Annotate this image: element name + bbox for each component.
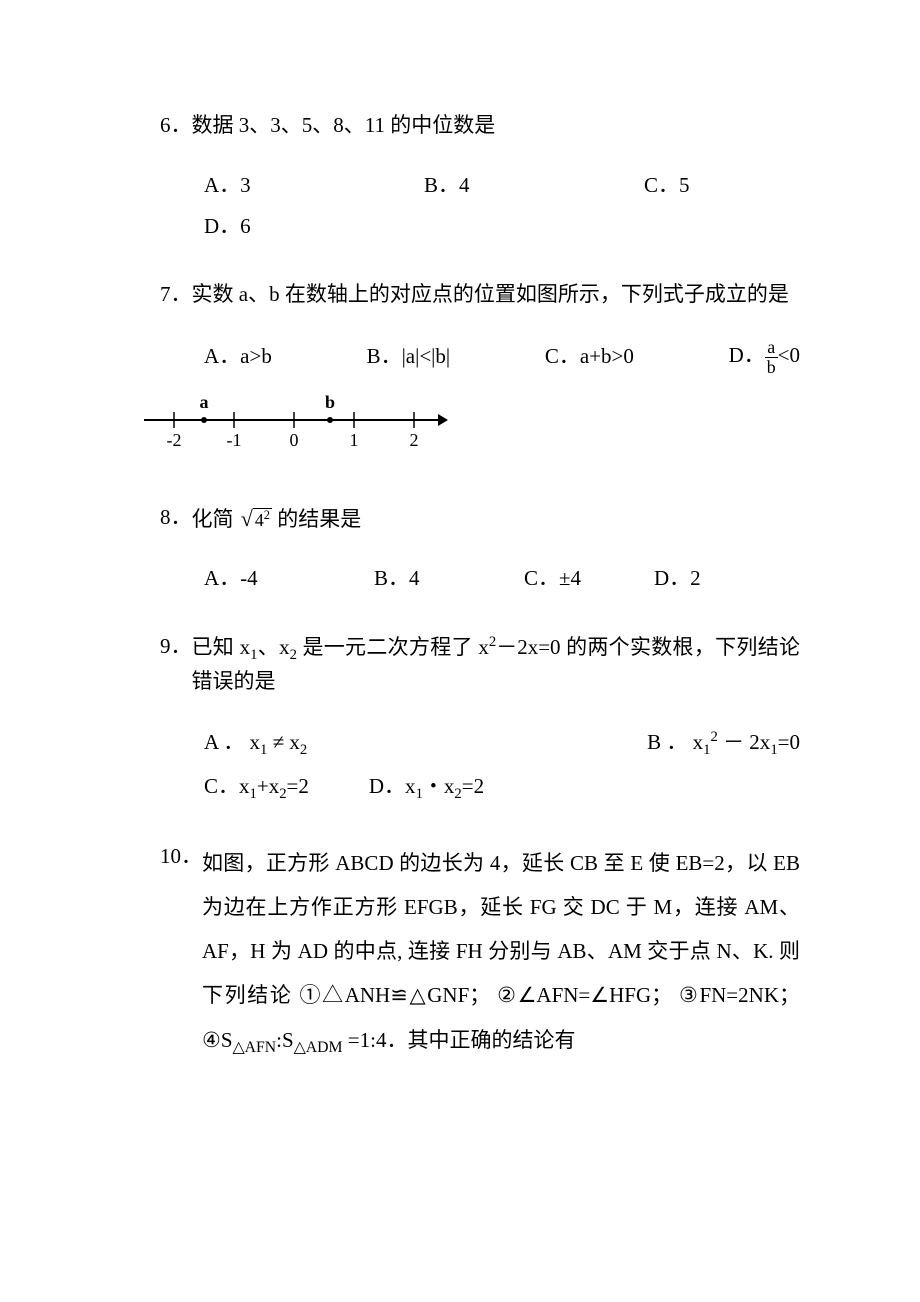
q8-radicand: 42 [253,508,272,530]
q8-opt-c: C．±4 [524,563,654,595]
q7-opt-b: B．|a|<|b| [367,341,451,373]
q9d-mid: ・x [423,774,455,798]
q8-stem: 化简 42 的结果是 [192,502,801,536]
q7-stem-row: 7． 实数 a、b 在数轴上的对应点的位置如图所示，下列式子成立的是 [160,279,800,311]
q7-opt-d-den: b [765,358,778,377]
question-9: 9． 已知 x1、x2 是一元二次方程了 x2－2x=0 的两个实数根，下列结论… [160,631,800,805]
q7-number: 7． [160,279,192,311]
q10-body-main: 如图，正方形 ABCD 的边长为 4，延长 CB 至 E 使 EB=2，以 EB… [202,851,800,1051]
q8-radicand-exp: 2 [264,508,270,522]
q9-p2: 、x [257,635,289,659]
q9c-sub2: 2 [279,786,286,802]
q8-radicand-base: 4 [255,510,264,530]
q10-sub-afn: △AFN [233,1039,277,1056]
numberline-svg: -2 -1 0 1 2 a b [138,390,458,456]
question-8: 8． 化简 42 的结果是 A．-4 B．4 C．±4 D．2 [160,502,800,595]
q6-options: A．3 B．4 C．5 D．6 [160,170,800,243]
q10-number: 10． [160,841,202,873]
exam-page: 6． 数据 3、3、5、8、11 的中位数是 A．3 B．4 C．5 D．6 7… [0,0,920,1160]
q9c-post: =2 [287,774,309,798]
q9-p3: 是一元二次方程了 x [297,635,489,659]
q8-stem-suffix: 的结果是 [272,507,361,531]
svg-text:b: b [325,392,335,412]
svg-text:1: 1 [350,430,359,450]
q7-opt-d-num: a [765,338,778,358]
q10-sub-adm: △ADM [294,1039,343,1056]
q10-stem: 如图，正方形 ABCD 的边长为 4，延长 CB 至 E 使 EB=2，以 EB… [202,841,800,1064]
q9c-sub: 1 [250,786,257,802]
q9a-sub2: 2 [300,742,307,758]
q9b-pre: B ． x [647,730,703,754]
q9-opt-c: C．x1+x2=2 [204,771,309,805]
q6-number: 6． [160,110,192,142]
q9-opt-b: B ． x12 － 2x1=0 [647,726,800,761]
q7-opt-d-suffix: <0 [778,343,800,367]
q9a-mid: ≠ x [267,730,300,754]
q10-mid: :S [276,1028,294,1052]
question-7: 7． 实数 a、b 在数轴上的对应点的位置如图所示，下列式子成立的是 A．a>b… [160,279,800,466]
q8-options: A．-4 B．4 C．±4 D．2 [160,563,800,595]
q9-stem-row: 9． 已知 x1、x2 是一元二次方程了 x2－2x=0 的两个实数根，下列结论… [160,631,800,698]
q9d-pre: D．x [369,774,416,798]
q9b-sub2: 1 [770,742,777,758]
q7-numberline: -2 -1 0 1 2 a b [138,390,800,466]
sqrt-icon: 42 [239,502,272,536]
q9d-sub2: 2 [454,786,461,802]
q9-options: A ． x1 ≠ x2 B ． x12 － 2x1=0 C．x1+x2=2 D．… [160,726,800,805]
q8-stem-row: 8． 化简 42 的结果是 [160,502,800,536]
svg-text:-2: -2 [167,430,182,450]
q6-stem-row: 6． 数据 3、3、5、8、11 的中位数是 [160,110,800,142]
q8-number: 8． [160,502,192,534]
q10-stem-row: 10． 如图，正方形 ABCD 的边长为 4，延长 CB 至 E 使 EB=2，… [160,841,800,1064]
q7-opt-c: C．a+b>0 [545,341,634,373]
q7-opt-d-fraction: ab [765,338,778,376]
q9-opt-a: A ． x1 ≠ x2 [204,727,307,761]
question-6: 6． 数据 3、3、5、8、11 的中位数是 A．3 B．4 C．5 D．6 [160,110,800,243]
q9-p1: 已知 x [192,635,251,659]
q10-tail: =1:4．其中正确的结论有 [343,1028,576,1052]
q9d-post: =2 [462,774,484,798]
q9-opt-d: D．x1・x2=2 [369,771,484,805]
q9a-pre: A ． x [204,730,260,754]
q6-opt-b: B．4 [424,170,644,202]
svg-text:a: a [200,392,209,412]
svg-text:2: 2 [410,430,419,450]
svg-text:0: 0 [290,430,299,450]
question-10: 10． 如图，正方形 ABCD 的边长为 4，延长 CB 至 E 使 EB=2，… [160,841,800,1064]
q9c-pre: C．x [204,774,250,798]
q7-options: A．a>b B．|a|<|b| C．a+b>0 D．ab<0 [160,338,800,376]
q8-opt-b: B．4 [374,563,524,595]
q8-opt-a: A．-4 [204,563,374,595]
q9b-sup: 2 [710,729,717,745]
q6-stem: 数据 3、3、5、8、11 的中位数是 [192,110,801,142]
q9c-mid: +x [257,774,279,798]
q9-sub2: 2 [290,647,297,663]
q9b-post: =0 [778,730,800,754]
q9-stem: 已知 x1、x2 是一元二次方程了 x2－2x=0 的两个实数根，下列结论错误的… [192,631,801,698]
q9-number: 9． [160,631,192,663]
q7-opt-d-prefix: D． [729,343,765,367]
q7-opt-a: A．a>b [204,341,272,373]
q8-stem-prefix: 化简 [192,507,239,531]
svg-text:-1: -1 [227,430,242,450]
q6-opt-c: C．5 [644,170,690,202]
q8-opt-d: D．2 [654,563,701,595]
q9b-mid: － 2x [718,730,771,754]
q7-opt-d: D．ab<0 [729,338,800,376]
q6-opt-d: D．6 [204,211,251,243]
q9d-sub: 1 [416,786,423,802]
q6-opt-a: A．3 [204,170,424,202]
q7-stem: 实数 a、b 在数轴上的对应点的位置如图所示，下列式子成立的是 [192,279,801,311]
